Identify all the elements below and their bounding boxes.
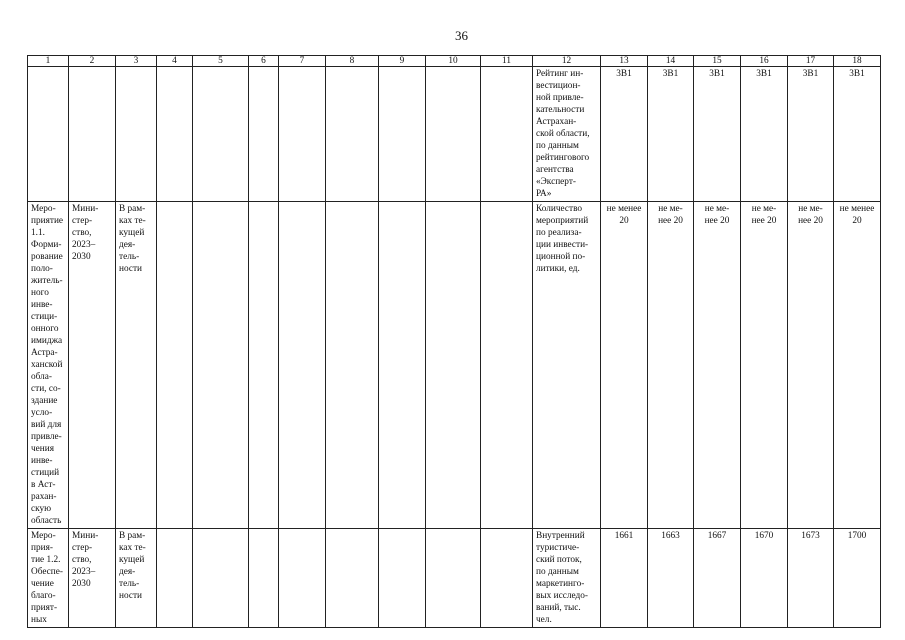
empty-cell-8 (325, 201, 379, 529)
responsible-cell: Мини- стер- ство, 2023– 2030 (68, 528, 116, 628)
value-cell-16: 1670 (740, 528, 788, 628)
page-number: 36 (455, 28, 468, 43)
funding-cell: В рам- ках те- кущей дея- тель- ности (115, 201, 157, 529)
value-cell-13: не менее 20 (600, 201, 648, 529)
column-number-7: 7 (278, 55, 326, 67)
column-number-17: 17 (787, 55, 834, 67)
indicator-cell: Внутренний туристиче- ский поток, по дан… (532, 528, 601, 628)
funding-cell (115, 66, 157, 202)
empty-cell-11 (480, 66, 533, 202)
empty-cell-4 (156, 201, 193, 529)
value-cell-15: не ме- нее 20 (693, 201, 741, 529)
value-cell-14: не ме- нее 20 (647, 201, 694, 529)
column-number-row: 1 2 3 4 5 6 7 8 9 10 11 12 13 14 15 16 17 18 (27, 55, 881, 67)
column-number-15: 15 (693, 55, 741, 67)
empty-cell-7 (278, 66, 326, 202)
column-number-9: 9 (378, 55, 426, 67)
column-number-6: 6 (248, 55, 279, 67)
activity-cell (27, 66, 69, 202)
value-cell-15: 3В1 (693, 66, 741, 202)
table-row: Рейтинг ин- вестицион- ной привле- кател… (27, 66, 881, 202)
empty-cell-10 (425, 528, 481, 628)
activity-cell: Меро- приятие 1.1. Форми- рование поло- … (27, 201, 69, 529)
empty-cell-8 (325, 66, 379, 202)
empty-cell-4 (156, 66, 193, 202)
empty-cell-5 (192, 201, 249, 529)
column-number-5: 5 (192, 55, 249, 67)
empty-cell-6 (248, 66, 279, 202)
column-number-3: 3 (115, 55, 157, 67)
responsible-cell (68, 66, 116, 202)
value-cell-15: 1667 (693, 528, 741, 628)
empty-cell-11 (480, 528, 533, 628)
value-cell-16: не ме- нее 20 (740, 201, 788, 529)
funding-cell: В рам- ках те- кущей дея- тель- ности (115, 528, 157, 628)
column-number-1: 1 (27, 55, 69, 67)
empty-cell-11 (480, 201, 533, 529)
column-number-16: 16 (740, 55, 788, 67)
empty-cell-5 (192, 528, 249, 628)
value-cell-13: 1661 (600, 528, 648, 628)
empty-cell-9 (378, 66, 426, 202)
empty-cell-9 (378, 528, 426, 628)
empty-cell-7 (278, 528, 326, 628)
column-number-10: 10 (425, 55, 481, 67)
column-number-11: 11 (480, 55, 533, 67)
column-number-13: 13 (600, 55, 648, 67)
value-cell-17: 3В1 (787, 66, 834, 202)
column-number-14: 14 (647, 55, 694, 67)
value-cell-14: 1663 (647, 528, 694, 628)
table-row: Меро- приятие 1.1. Форми- рование поло- … (27, 201, 881, 529)
empty-cell-4 (156, 528, 193, 628)
empty-cell-9 (378, 201, 426, 529)
column-number-8: 8 (325, 55, 379, 67)
column-number-2: 2 (68, 55, 116, 67)
empty-cell-6 (248, 201, 279, 529)
empty-cell-8 (325, 528, 379, 628)
indicator-cell: Количество мероприятий по реализа- ции и… (532, 201, 601, 529)
value-cell-18: не менее 20 (833, 201, 881, 529)
column-number-18: 18 (833, 55, 881, 67)
empty-cell-6 (248, 528, 279, 628)
indicator-cell: Рейтинг ин- вестицион- ной привле- кател… (532, 66, 601, 202)
empty-cell-10 (425, 66, 481, 202)
value-cell-17: не ме- нее 20 (787, 201, 834, 529)
responsible-cell: Мини- стер- ство, 2023– 2030 (68, 201, 116, 529)
value-cell-13: 3В1 (600, 66, 648, 202)
column-number-12: 12 (532, 55, 601, 67)
value-cell-16: 3В1 (740, 66, 788, 202)
empty-cell-10 (425, 201, 481, 529)
table-row: Меро- прия- тие 1.2. Обеспе- чение благо… (27, 528, 881, 628)
value-cell-18: 3В1 (833, 66, 881, 202)
document-table: 1 2 3 4 5 6 7 8 9 10 11 12 13 14 15 16 17 18 Рейтинг ин- … (27, 55, 881, 628)
empty-cell-7 (278, 201, 326, 529)
value-cell-17: 1673 (787, 528, 834, 628)
column-number-4: 4 (156, 55, 193, 67)
value-cell-14: 3В1 (647, 66, 694, 202)
value-cell-18: 1700 (833, 528, 881, 628)
empty-cell-5 (192, 66, 249, 202)
activity-cell: Меро- прия- тие 1.2. Обеспе- чение благо… (27, 528, 69, 628)
